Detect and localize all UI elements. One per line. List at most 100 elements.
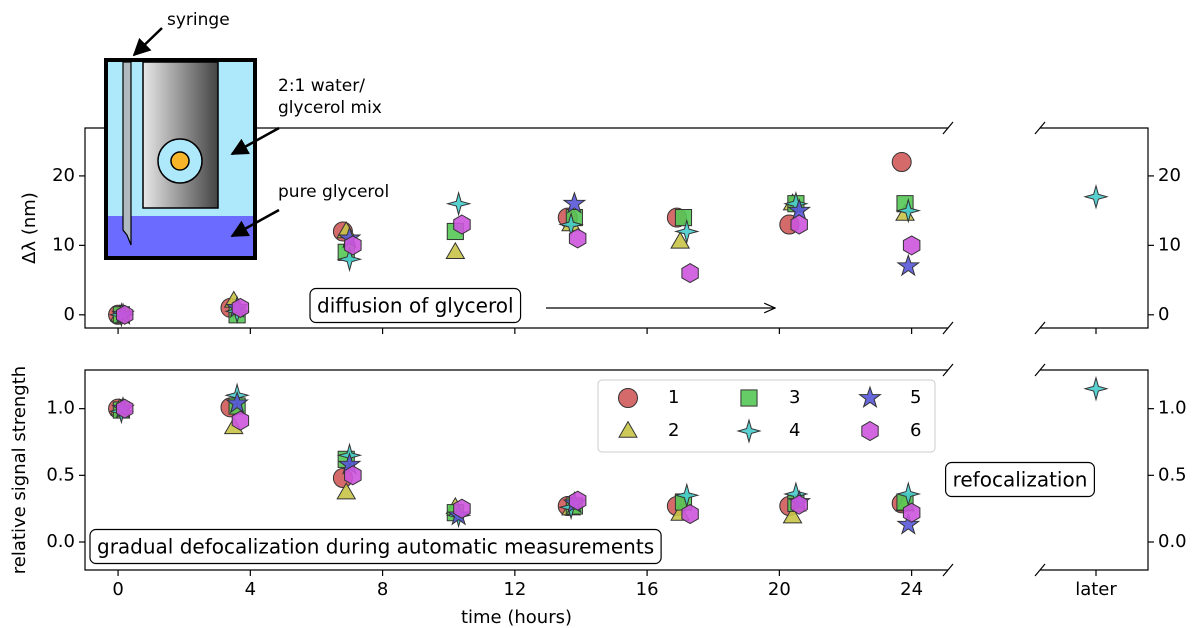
y-tick-label: 0.0 bbox=[1158, 531, 1187, 552]
axis-break bbox=[942, 321, 954, 335]
data-point bbox=[453, 214, 471, 235]
data-point bbox=[674, 218, 700, 245]
data-point bbox=[562, 191, 587, 214]
data-point bbox=[344, 465, 362, 486]
legend-marker bbox=[858, 385, 882, 409]
legend-box bbox=[597, 379, 936, 453]
legend-label: 5 bbox=[910, 387, 921, 408]
data-point bbox=[344, 235, 362, 256]
legend-marker bbox=[861, 420, 879, 442]
data-point bbox=[116, 304, 134, 325]
inset-label: syringe bbox=[167, 10, 230, 30]
legend-label: 4 bbox=[789, 420, 800, 441]
y-axis-label: relative signal strength bbox=[9, 366, 30, 574]
y-tick-label: 0.5 bbox=[1158, 464, 1187, 485]
legend-label: 3 bbox=[789, 387, 800, 408]
data-point bbox=[790, 494, 808, 515]
x-tick-label: 24 bbox=[900, 579, 923, 600]
y-tick-label: 0.0 bbox=[46, 531, 75, 552]
y-tick-label: 0 bbox=[1158, 304, 1169, 325]
y-tick-label: 1.0 bbox=[46, 398, 75, 419]
axis-spine bbox=[1040, 369, 1149, 571]
data-point bbox=[790, 214, 808, 235]
data-point bbox=[453, 498, 471, 519]
data-point bbox=[231, 297, 250, 318]
x-tick-label: later bbox=[1075, 579, 1117, 600]
legend-label: 2 bbox=[668, 420, 679, 441]
data-point bbox=[670, 231, 691, 249]
x-tick-label: 20 bbox=[768, 579, 791, 600]
data-point bbox=[116, 398, 134, 419]
data-point bbox=[1083, 183, 1109, 210]
annotation: refocalization bbox=[953, 468, 1088, 492]
y-tick-label: 1.0 bbox=[1158, 398, 1187, 419]
x-tick-label: 0 bbox=[112, 579, 123, 600]
axis-break bbox=[1034, 121, 1046, 135]
x-tick-label: 8 bbox=[377, 579, 388, 600]
legend-marker bbox=[740, 389, 758, 407]
axis-break bbox=[1034, 363, 1046, 377]
axis-break bbox=[942, 121, 954, 135]
axis-break bbox=[942, 563, 954, 577]
data-point bbox=[445, 241, 466, 259]
data-point bbox=[896, 253, 921, 277]
arrow bbox=[230, 208, 280, 238]
inset-label: pure glycerol bbox=[278, 182, 389, 202]
y-tick-label: 10 bbox=[1158, 234, 1181, 255]
data-point bbox=[895, 197, 922, 224]
axis-break bbox=[942, 363, 954, 377]
axis-spine bbox=[84, 369, 948, 571]
data-point bbox=[782, 506, 803, 524]
y-tick-label: 20 bbox=[1158, 165, 1181, 186]
annotation-box bbox=[89, 528, 662, 565]
data-point bbox=[336, 482, 357, 500]
x-tick-label: 12 bbox=[503, 579, 526, 600]
data-point bbox=[336, 246, 363, 273]
data-point bbox=[445, 190, 472, 217]
legend-label: 1 bbox=[668, 387, 679, 408]
legend-marker bbox=[618, 388, 638, 408]
inset-diagram: syringe 2:1 water/ glycerol mix pure gly… bbox=[104, 10, 389, 260]
legend-marker bbox=[736, 418, 762, 444]
annotation-box bbox=[309, 287, 522, 324]
annotation: gradual defocalization during automatic … bbox=[97, 535, 654, 559]
inset-frame bbox=[104, 58, 257, 260]
data-point bbox=[902, 235, 921, 256]
data-point bbox=[231, 410, 250, 431]
axis-spine bbox=[1040, 127, 1149, 329]
data-point bbox=[896, 512, 921, 535]
x-tick-label: 4 bbox=[245, 579, 256, 600]
x-axis-label: time (hours) bbox=[461, 607, 572, 628]
x-tick-label: 16 bbox=[636, 579, 659, 600]
legend-label: 6 bbox=[910, 420, 921, 441]
axis-spine bbox=[84, 127, 948, 329]
data-point bbox=[568, 228, 587, 249]
arrow bbox=[132, 27, 163, 57]
data-point bbox=[681, 263, 699, 284]
data-point bbox=[681, 503, 699, 525]
y-tick-label: 20 bbox=[52, 165, 75, 186]
inset-label: 2:1 water/ bbox=[278, 76, 365, 96]
data-point bbox=[1083, 375, 1109, 402]
legend-marker bbox=[618, 420, 638, 438]
syringe bbox=[122, 61, 132, 246]
y-tick-label: 10 bbox=[52, 234, 75, 255]
arrow bbox=[230, 126, 280, 156]
data-point bbox=[674, 209, 693, 227]
y-tick-label: 0.5 bbox=[46, 464, 75, 485]
data-point bbox=[568, 490, 587, 511]
data-point bbox=[902, 502, 921, 523]
inset-label: glycerol mix bbox=[278, 98, 382, 118]
y-axis-label: Δλ (nm) bbox=[19, 192, 40, 264]
cylinder bbox=[142, 61, 219, 209]
data-point bbox=[891, 152, 912, 173]
data-point bbox=[225, 390, 249, 414]
y-tick-label: 0 bbox=[64, 304, 75, 325]
annotation: diffusion of glycerol bbox=[317, 294, 514, 318]
axis-break bbox=[1034, 563, 1046, 577]
annotation-box bbox=[945, 461, 1095, 498]
core bbox=[170, 151, 190, 171]
axis-break bbox=[1034, 321, 1046, 335]
